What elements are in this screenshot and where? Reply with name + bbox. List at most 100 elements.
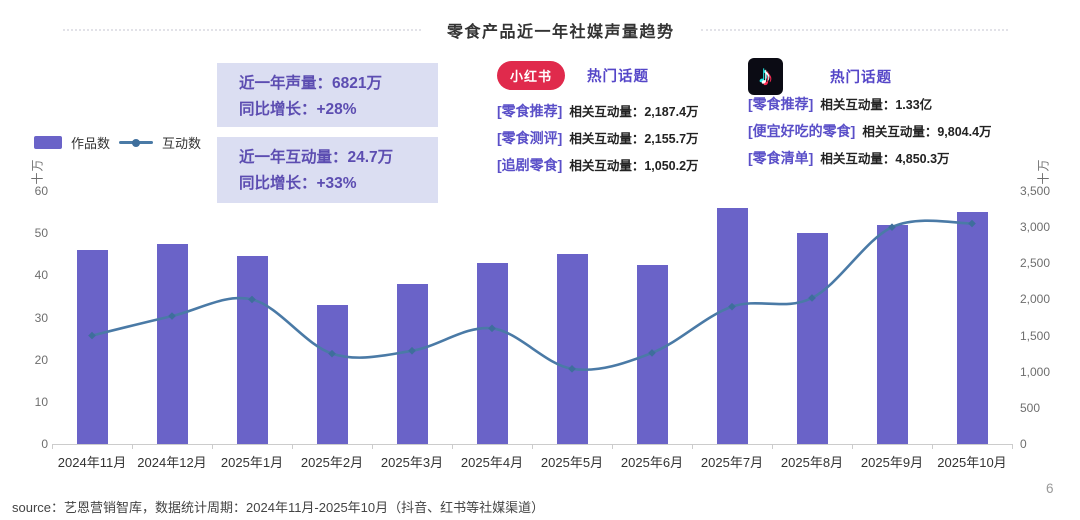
bar-2025年9月[interactable] — [876, 224, 908, 444]
x-axis-label: 2024年12月 — [137, 455, 207, 470]
bar-2025年4月[interactable] — [476, 262, 508, 444]
x-axis-label: 2025年6月 — [620, 455, 684, 470]
x-axis-label: 2025年5月 — [540, 455, 604, 470]
line-point-2025年4月[interactable] — [488, 324, 496, 333]
x-axis-tick-mark — [452, 444, 453, 449]
x-axis-tick-mark — [932, 444, 933, 449]
xiaohongshu-hot-topics-title: 热门话题 — [587, 69, 650, 85]
topic-tag[interactable]: [零食推荐] — [497, 103, 563, 119]
bar-2025年2月[interactable] — [316, 304, 348, 444]
topic-tag[interactable]: [便宜好吃的零食] — [748, 123, 856, 139]
chart-legend: 作品数 互动数 — [34, 133, 201, 152]
engagement-stat-box: 近一年互动量：24.7万 同比增长：+33% — [217, 137, 438, 203]
douyin-hot-topics-title: 热门话题 — [830, 70, 892, 86]
x-axis-tick-mark — [212, 444, 213, 449]
line-point-2024年11月[interactable] — [88, 331, 96, 340]
left-axis-tick-label: 20 — [34, 352, 48, 367]
line-point-2025年5月[interactable] — [568, 365, 576, 373]
line-marker-dot — [132, 138, 141, 147]
left-axis-tick-label: 60 — [34, 184, 48, 198]
x-axis-tick-mark — [772, 444, 773, 449]
left-axis-tick-label: 0 — [41, 437, 48, 451]
x-axis-label: 2025年1月 — [220, 455, 284, 470]
voice-volume-stat-box: 近一年声量：6821万 同比增长：+28% — [217, 63, 438, 127]
x-axis-tick-mark — [852, 444, 853, 449]
left-axis-tick-label: 30 — [34, 310, 48, 325]
dotted-divider-left — [63, 29, 421, 31]
title-row: 零食产品近一年社媒声量趋势 — [63, 20, 1008, 41]
left-axis-tick-label: 40 — [34, 268, 48, 283]
x-axis-label: 2025年7月 — [700, 455, 764, 470]
dotted-divider-right — [700, 29, 1008, 31]
topic-engagement: 相关互动量：2,187.4万 — [569, 105, 699, 119]
douyin-header: ♪ 热门话题 — [748, 58, 892, 95]
xiaohongshu-logo-badge: 小红书 — [497, 61, 566, 90]
topic-row: [便宜好吃的零食] 相关互动量：9,804.4万 — [748, 121, 994, 143]
line-series-marker[interactable] — [119, 136, 154, 150]
left-axis-ticks: 60 50 40 30 20 10 0 — [16, 184, 48, 451]
topic-engagement: 相关互动量：4,850.3万 — [820, 152, 950, 166]
topic-engagement: 相关互动量：1,050.2万 — [569, 159, 699, 173]
topic-engagement: 相关互动量：9,804.4万 — [862, 125, 992, 139]
page-title: 零食产品近一年社媒声量趋势 — [447, 24, 675, 41]
left-axis-tick-label: 50 — [34, 226, 48, 241]
topic-row: [零食推荐] 相关互动量：2,187.4万 — [497, 101, 749, 122]
page-number: 6 — [1046, 481, 1054, 496]
line-point-2025年10月[interactable] — [968, 219, 976, 228]
line-point-2025年6月[interactable] — [648, 349, 656, 357]
bar-2025年10月[interactable] — [956, 212, 988, 444]
x-axis-tick-mark — [292, 444, 293, 449]
voice-volume-value: 近一年声量：6821万 — [239, 75, 382, 92]
topic-row: [追剧零食] 相关互动量：1,050.2万 — [497, 155, 749, 176]
topic-row: [零食清单] 相关互动量：4,850.3万 — [748, 148, 994, 170]
left-axis-tick-label: 10 — [34, 394, 48, 409]
line-series-label[interactable]: 互动数 — [162, 136, 202, 151]
line-point-2024年12月[interactable] — [168, 312, 176, 320]
right-axis-tick-label: 2,500 — [1020, 256, 1051, 271]
line-point-2025年9月[interactable] — [888, 223, 896, 231]
x-axis-tick-mark — [372, 444, 373, 449]
bar-2024年12月[interactable] — [156, 243, 188, 444]
xiaohongshu-topic-list: [零食推荐] 相关互动量：2,187.4万 [零食测评] 相关互动量：2,155.7万… — [497, 101, 749, 182]
right-axis-ticks: 3,500 3,000 2,500 2,000 1,500 1,000 500 0 — [1020, 184, 1064, 451]
bar-series-label[interactable]: 作品数 — [71, 136, 111, 151]
xiaohongshu-header: 小红书 热门话题 — [497, 61, 649, 90]
line-point-2025年8月[interactable] — [808, 294, 816, 302]
topic-engagement: 相关互动量：2,155.7万 — [569, 132, 699, 146]
x-axis-label: 2025年9月 — [860, 455, 924, 470]
right-axis-tick-label: 0 — [1020, 437, 1027, 451]
line-point-2025年3月[interactable] — [408, 346, 416, 355]
right-axis-unit-label: 十万 — [1036, 158, 1051, 185]
topic-tag[interactable]: [追剧零食] — [497, 157, 563, 173]
right-axis-tick-label: 3,000 — [1020, 220, 1051, 235]
music-note-icon: ♪ — [759, 62, 772, 90]
bar-2025年1月[interactable] — [236, 256, 268, 444]
line-series — [88, 219, 976, 373]
topic-tag[interactable]: [零食测评] — [497, 130, 563, 146]
right-axis-tick-label: 2,000 — [1020, 292, 1051, 307]
voice-volume-growth: 同比增长：+28% — [239, 101, 357, 118]
bar-2025年7月[interactable] — [716, 207, 748, 444]
x-axis-label: 2025年10月 — [937, 455, 1007, 470]
bar-series-swatch[interactable] — [34, 136, 62, 149]
topic-tag[interactable]: [零食推荐] — [748, 96, 814, 112]
right-axis-tick-label: 500 — [1020, 400, 1041, 415]
right-axis-tick-label: 3,500 — [1020, 184, 1051, 198]
line-point-2025年7月[interactable] — [728, 302, 736, 311]
bar-2025年5月[interactable] — [556, 254, 588, 444]
x-axis-tick-mark — [52, 444, 53, 449]
bar-2025年3月[interactable] — [396, 283, 428, 444]
topic-tag[interactable]: [零食清单] — [748, 150, 814, 166]
topic-row: [零食测评] 相关互动量：2,155.7万 — [497, 128, 749, 149]
line-point-2025年2月[interactable] — [328, 349, 336, 358]
bar-2024年11月[interactable] — [76, 250, 108, 444]
x-axis-label: 2024年11月 — [57, 455, 127, 470]
line-point-2025年1月[interactable] — [248, 295, 256, 304]
x-axis-tick-mark — [1012, 444, 1013, 449]
bar-2025年8月[interactable] — [796, 233, 828, 444]
douyin-topic-list: [零食推荐] 相关互动量：1.33亿 [便宜好吃的零食] 相关互动量：9,804.4万… — [748, 94, 994, 175]
left-axis-unit-label: 十万 — [30, 158, 45, 185]
right-axis-tick-label: 1,000 — [1020, 364, 1051, 379]
engagement-trend-line — [90, 219, 974, 372]
